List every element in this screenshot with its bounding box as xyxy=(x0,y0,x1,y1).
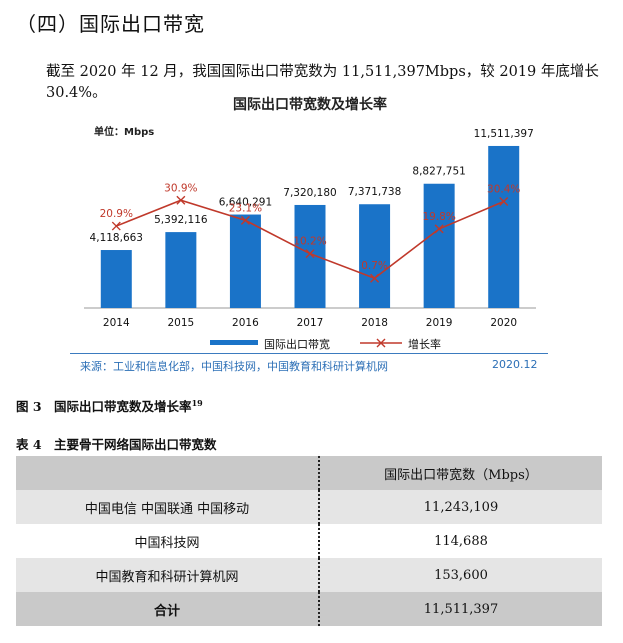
legend-line-marker xyxy=(376,338,386,348)
section-heading: （四）国际出口带宽 xyxy=(16,12,205,36)
bar xyxy=(423,183,455,308)
x-tick-label: 2014 xyxy=(103,317,130,329)
x-tick-label: 2020 xyxy=(490,317,517,329)
bar-data-label: 7,371,738 xyxy=(348,186,401,198)
table-total-row: 合计 11,511,397 xyxy=(16,592,602,626)
table-header-cell: 国际出口带宽数（Mbps） xyxy=(319,456,602,490)
table-header-row: 国际出口带宽数（Mbps） xyxy=(16,456,602,490)
figure-caption-text: 图 3 国际出口带宽数及增长率 xyxy=(16,399,192,414)
growth-data-label: 10.2% xyxy=(293,236,326,248)
bar xyxy=(100,250,132,308)
network-name: 中国教育和科研计算机网 xyxy=(16,558,320,592)
total-value: 11,511,397 xyxy=(319,592,602,626)
growth-data-label: 0.7% xyxy=(361,260,388,272)
bar-data-label: 7,320,180 xyxy=(283,187,336,199)
bar xyxy=(488,145,520,308)
growth-point xyxy=(499,197,509,207)
table-header-cell xyxy=(16,456,320,490)
growth-point xyxy=(305,249,315,259)
growth-data-label: 30.4% xyxy=(487,184,520,196)
bar xyxy=(229,214,261,308)
growth-data-label: 20.9% xyxy=(100,208,133,220)
total-label: 合计 xyxy=(16,592,320,626)
legend-line-label: 增长率 xyxy=(408,337,441,351)
bandwidth-chart: 国际出口带宽数及增长率 单位：Mbps 4,118,663 2014 5,392,1… xyxy=(60,90,560,380)
chart-title: 国际出口带宽数及增长率 xyxy=(233,97,387,113)
bar-data-label: 8,827,751 xyxy=(412,166,465,178)
chart-source: 来源：工业和信息化部，中国科技网，中国教育和科研计算机网 xyxy=(80,360,388,373)
table-row: 中国科技网 114,688 xyxy=(16,524,602,558)
x-tick-label: 2015 xyxy=(167,317,194,329)
network-name: 中国科技网 xyxy=(16,524,320,558)
bar-data-label: 11,511,397 xyxy=(474,128,534,140)
bar-data-label: 4,118,663 xyxy=(90,232,143,244)
x-tick-label: 2016 xyxy=(232,317,259,329)
table-row: 中国电信 中国联通 中国移动 11,243,109 xyxy=(16,490,602,524)
bar-data-label: 5,392,116 xyxy=(154,214,208,226)
bar xyxy=(165,232,197,308)
bar xyxy=(294,204,326,308)
figure-caption: 图 3 国际出口带宽数及增长率19 xyxy=(16,396,203,415)
source-divider xyxy=(70,353,548,354)
chart-svg: 4,118,663 2014 5,392,116 2015 6,640,291 2016 7… xyxy=(84,128,536,351)
growth-point xyxy=(240,215,250,225)
bar-data-label: 6,640,291 xyxy=(219,197,272,209)
growth-data-label: 30.9% xyxy=(164,182,197,194)
legend-bar-label: 国际出口带宽 xyxy=(264,337,330,351)
growth-point xyxy=(370,273,380,283)
growth-point xyxy=(111,221,121,231)
x-tick-label: 2017 xyxy=(297,317,324,329)
bandwidth-value: 114,688 xyxy=(319,524,602,558)
legend-bar-swatch xyxy=(210,340,258,345)
growth-point xyxy=(176,195,186,205)
bandwidth-value: 153,600 xyxy=(319,558,602,592)
intro-paragraph: 截至 2020 年 12 月，我国国际出口带宽数为 11,511,397Mbps… xyxy=(46,64,599,101)
bandwidth-table: 国际出口带宽数（Mbps） 中国电信 中国联通 中国移动 11,243,109 … xyxy=(16,456,602,626)
growth-point xyxy=(434,224,444,234)
x-tick-label: 2018 xyxy=(361,317,388,329)
bar xyxy=(359,204,391,308)
chart-unit: 单位：Mbps xyxy=(94,127,155,138)
table-row: 中国教育和科研计算机网 153,600 xyxy=(16,558,602,592)
chart-date: 2020.12 xyxy=(492,358,538,371)
table-caption: 表 4 主要骨干网络国际出口带宽数 xyxy=(16,437,217,452)
bandwidth-value: 11,243,109 xyxy=(319,490,602,524)
growth-data-label: 19.8% xyxy=(422,211,455,223)
network-name: 中国电信 中国联通 中国移动 xyxy=(16,490,320,524)
growth-data-label: 23.1% xyxy=(229,202,262,214)
figure-caption-ref: 19 xyxy=(191,397,203,408)
x-tick-label: 2019 xyxy=(426,317,453,329)
